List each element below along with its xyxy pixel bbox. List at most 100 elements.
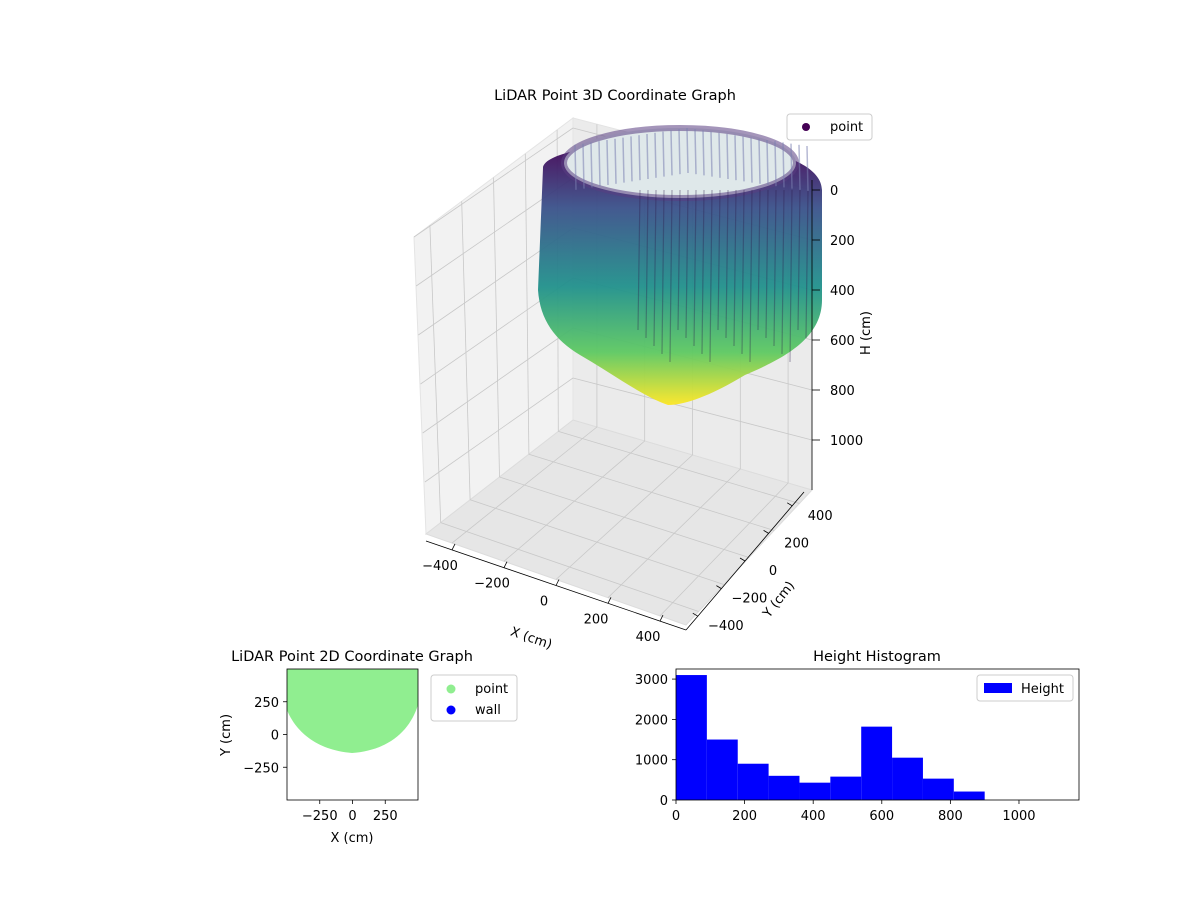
plot-2d-ylabel: Y (cm) bbox=[219, 714, 234, 757]
histogram-bar bbox=[768, 775, 800, 800]
plot-3d-streak bbox=[757, 189, 761, 331]
histogram-frame bbox=[675, 668, 1080, 801]
plot-3d-ticks: −400−2000200400−400−20002004000200400600… bbox=[422, 184, 863, 645]
plot-3d-streak bbox=[741, 189, 745, 355]
histogram-xtick-label: 200 bbox=[732, 809, 757, 824]
plot-3d-ztick-label: 1000 bbox=[830, 434, 863, 449]
plot-3d-streak bbox=[677, 189, 681, 331]
histogram-legend-height: Height bbox=[1021, 682, 1064, 697]
plot-2d-legend-point: point bbox=[475, 682, 508, 697]
plot-3d-rim-strand bbox=[662, 131, 665, 177]
plot-3d-rim-strand bbox=[750, 137, 753, 183]
histogram-ytick-label: 2000 bbox=[635, 713, 668, 728]
plot-3d-streak bbox=[765, 189, 769, 339]
plot-3d-rim-strand bbox=[694, 129, 697, 175]
plot-3d-ytick-label: −200 bbox=[732, 592, 768, 607]
plot-2d-legend-point-marker bbox=[446, 684, 456, 694]
plot-2d-xlabel: X (cm) bbox=[331, 831, 374, 846]
plot-2d-xtick-label: 250 bbox=[373, 809, 398, 824]
plot-3d-zlabel: H (cm) bbox=[859, 311, 874, 355]
plot-3d-gridline-y bbox=[528, 453, 775, 531]
plot-3d-xtick bbox=[451, 543, 456, 551]
histogram-legend-swatch bbox=[984, 683, 1012, 693]
plot-3d-legend: point bbox=[786, 113, 873, 141]
plot-3d-rim-strand bbox=[782, 142, 785, 188]
plot-3d-gridline-z-left bbox=[422, 327, 574, 434]
plot-3d-rim-strand bbox=[806, 145, 809, 192]
plot-3d-xtick-label: −400 bbox=[422, 559, 458, 574]
plot-3d-rim-strand bbox=[590, 142, 593, 188]
plot-3d-streak bbox=[653, 189, 657, 347]
plot-3d-rim-strand bbox=[670, 130, 673, 176]
plot-2d-xtick-label: 0 bbox=[348, 809, 356, 824]
plot-3d-xtick bbox=[659, 614, 664, 622]
plot-3d-xtick-label: −200 bbox=[474, 577, 510, 592]
histogram-xtick-label: 1000 bbox=[1002, 809, 1035, 824]
plot-3d-gridline-y bbox=[469, 499, 724, 585]
plot-3d-ztick-label: 400 bbox=[830, 284, 855, 299]
plot-3d-gridline-z-left bbox=[413, 127, 574, 238]
plot-3d-cloud-body bbox=[538, 142, 822, 405]
plot-3d-rim-strand bbox=[638, 135, 641, 181]
histogram-bar bbox=[830, 776, 862, 800]
plot-3d-rim-strand bbox=[630, 136, 633, 182]
plot-3d-gridline-y-left bbox=[493, 177, 500, 478]
plot-3d-xtick-label: 200 bbox=[584, 612, 609, 627]
plot-2d-legend-wall: wall bbox=[475, 703, 501, 718]
plot-2d-title: LiDAR Point 2D Coordinate Graph bbox=[231, 649, 473, 665]
plot-3d-gridline-z bbox=[572, 377, 813, 441]
plot-3d-rim-strand bbox=[702, 130, 705, 176]
plot-3d-rim-strand bbox=[726, 133, 729, 180]
histogram-bar bbox=[953, 791, 985, 800]
plot-3d-rim-strand bbox=[790, 143, 793, 189]
plot-3d-point-cloud bbox=[538, 125, 822, 405]
plot-3d-rim-strand bbox=[766, 139, 769, 186]
histogram-bar bbox=[799, 782, 831, 800]
plot-histogram: Height Histogram 0 200 400 600 800 1000 0 1000 2… bbox=[635, 649, 1080, 824]
plot-2d: LiDAR Point 2D Coordinate Graph −250 0 250… bbox=[219, 649, 518, 846]
histogram-xtick-label: 400 bbox=[801, 809, 826, 824]
plot-3d-streak bbox=[781, 189, 785, 355]
plot-3d-gridline-y bbox=[440, 522, 699, 612]
plot-3d-xtick bbox=[503, 561, 508, 568]
plot-3d-rim-strand bbox=[614, 138, 617, 184]
plot-3d-streak bbox=[725, 189, 729, 339]
histogram-bar bbox=[861, 726, 893, 800]
plot-3d-rim-strand bbox=[678, 129, 681, 175]
plot-3d-rim-strand bbox=[654, 132, 657, 178]
plot-3d-ytick bbox=[739, 557, 746, 562]
plot-3d-legend-point: point bbox=[830, 120, 863, 135]
plot-3d-legend-frame bbox=[786, 113, 873, 141]
plot-3d-xtick-label: 400 bbox=[636, 630, 661, 645]
plot-3d-rim-strand bbox=[606, 139, 609, 186]
plot-3d-legend-marker bbox=[802, 123, 810, 131]
plot-3d-ytick-label: 0 bbox=[769, 564, 777, 579]
histogram-ytick-label: 3000 bbox=[635, 673, 668, 688]
plot-3d-streak bbox=[701, 189, 705, 355]
histogram-bars bbox=[676, 675, 985, 800]
plot-3d-gridline-y bbox=[499, 476, 750, 558]
plot-3d-title: LiDAR Point 3D Coordinate Graph bbox=[494, 88, 736, 104]
plot-3d-streak bbox=[661, 189, 665, 355]
plot-3d-xlabel: X (cm) bbox=[508, 625, 554, 653]
plot-2d-ticks: −250 0 250 250 0 −250 bbox=[243, 696, 397, 824]
plot-3d-rim-strand bbox=[686, 127, 689, 174]
plot-3d-rim-strand bbox=[646, 133, 649, 180]
plot-3d-ytick bbox=[763, 530, 769, 534]
plot-3d-streak bbox=[645, 189, 649, 339]
plot-3d-gridline-y-left bbox=[461, 201, 471, 500]
plot-3d-cloud-streaks bbox=[574, 127, 809, 363]
histogram-ytick-label: 1000 bbox=[635, 754, 668, 769]
histogram-bar bbox=[892, 757, 923, 800]
histogram-xtick-label: 600 bbox=[869, 809, 894, 824]
plot-3d-ytick bbox=[692, 612, 699, 617]
plot-3d-rim-strand bbox=[582, 143, 585, 189]
plot-2d-ytick-label: 250 bbox=[254, 696, 279, 711]
plot-2d-point-region bbox=[287, 669, 418, 753]
plot-2d-legend: point wall bbox=[430, 674, 518, 722]
plot-3d-streak bbox=[749, 189, 753, 363]
plot-2d-xtick-label: −250 bbox=[302, 809, 338, 824]
plot-3d-streak bbox=[693, 189, 697, 347]
plot-3d-ytick-label: 200 bbox=[784, 536, 809, 551]
